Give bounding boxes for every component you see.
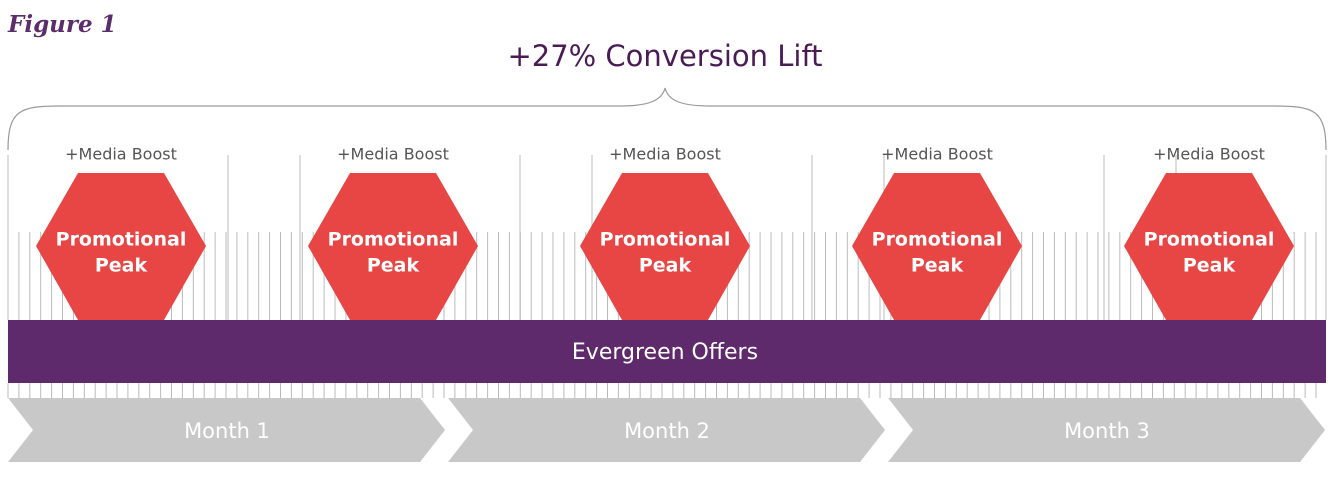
peak-label: Peak	[95, 255, 148, 277]
peaks: +Media Boost Promotional Peak +Media Boost P…	[36, 145, 1294, 320]
peak-hexagon	[852, 173, 1022, 320]
peak-label: Peak	[367, 255, 420, 277]
peak-label: Peak	[639, 255, 692, 277]
peak-label: Peak	[1183, 255, 1236, 277]
month-label: Month 1	[184, 419, 270, 443]
peak-hexagon	[308, 173, 478, 320]
boost-label: +Media Boost	[337, 145, 449, 164]
headline: +27% Conversion Lift	[507, 39, 822, 73]
peak-hexagon	[1124, 173, 1294, 320]
peak-label: Promotional	[56, 229, 187, 251]
brace	[7, 87, 1327, 151]
month-label: Month 2	[624, 419, 710, 443]
peak-label: Promotional	[600, 229, 731, 251]
month-label: Month 3	[1064, 419, 1150, 443]
month-chevron	[888, 398, 1325, 462]
month-chevron	[8, 398, 445, 462]
peak-label: Promotional	[1144, 229, 1275, 251]
peak-label: Peak	[911, 255, 964, 277]
boost-label: +Media Boost	[609, 145, 721, 164]
evergreen-band	[8, 320, 1326, 383]
boost-label: +Media Boost	[1153, 145, 1265, 164]
boost-label: +Media Boost	[65, 145, 177, 164]
peak-hexagon	[36, 173, 206, 320]
band-label: Evergreen Offers	[572, 340, 758, 365]
boost-label: +Media Boost	[881, 145, 993, 164]
figure-label: Figure 1	[7, 11, 117, 38]
months: Month 1 Month 2 Month 3	[8, 398, 1325, 462]
peak-hexagon	[580, 173, 750, 320]
peak-label: Promotional	[328, 229, 459, 251]
peak-label: Promotional	[872, 229, 1003, 251]
month-chevron	[448, 398, 885, 462]
